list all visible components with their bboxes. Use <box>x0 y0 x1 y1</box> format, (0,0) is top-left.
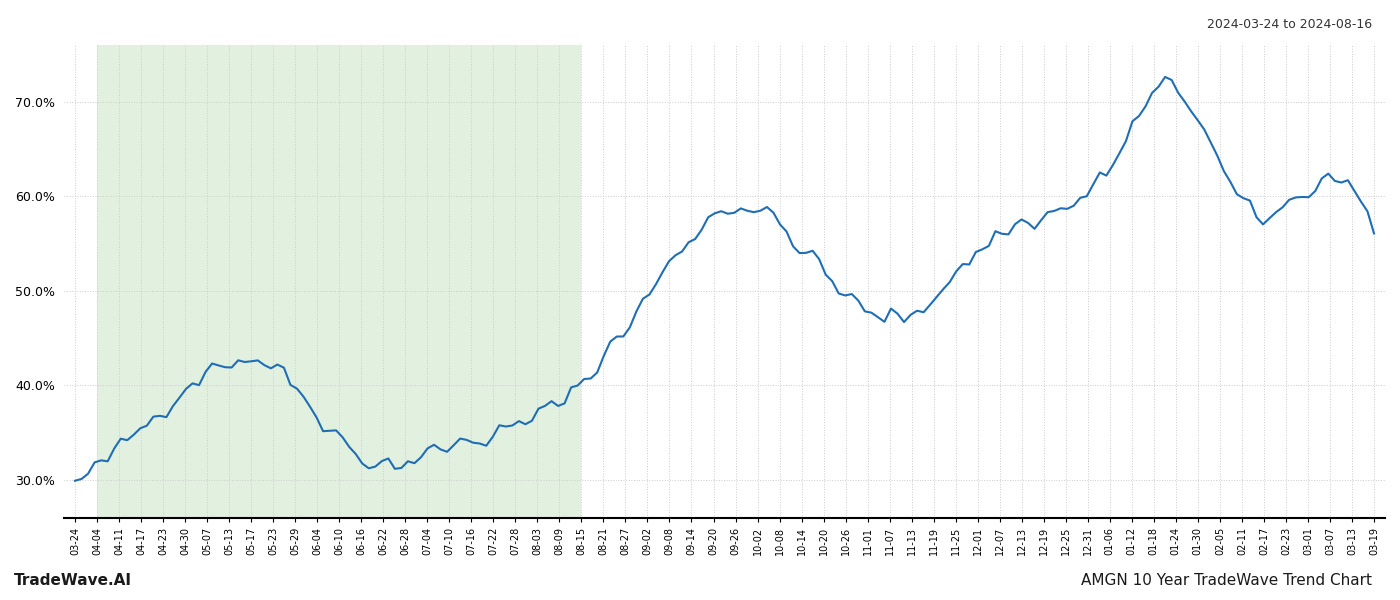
Text: 2024-03-24 to 2024-08-16: 2024-03-24 to 2024-08-16 <box>1207 18 1372 31</box>
Text: AMGN 10 Year TradeWave Trend Chart: AMGN 10 Year TradeWave Trend Chart <box>1081 573 1372 588</box>
Text: TradeWave.AI: TradeWave.AI <box>14 573 132 588</box>
Bar <box>97 45 581 518</box>
